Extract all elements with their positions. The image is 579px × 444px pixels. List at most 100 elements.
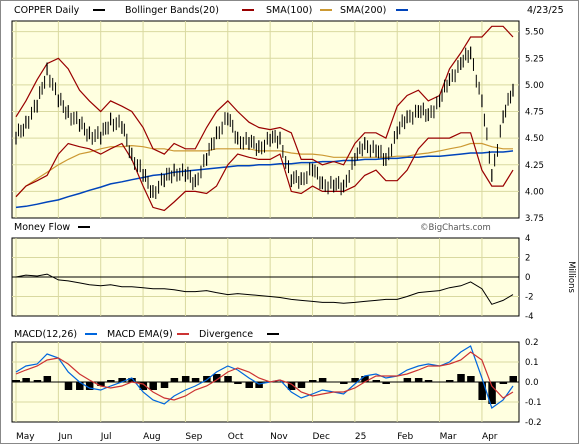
divergence-bar <box>76 382 84 390</box>
macd-series-line <box>15 351 514 401</box>
divergence-bar <box>139 382 148 390</box>
divergence-bar <box>372 380 381 382</box>
watermark-text: ©BigCharts.com <box>420 223 491 233</box>
divergence-bar <box>467 376 475 382</box>
divergence-bar <box>309 380 317 382</box>
divergence-bar <box>97 382 105 386</box>
series-line-upper <box>15 25 514 166</box>
divergence-bar <box>234 382 242 384</box>
divergence-bar <box>488 382 496 404</box>
divergence-bar <box>245 382 253 388</box>
divergence-bar <box>457 374 465 382</box>
legend-sma100: SMA(100) <box>266 5 312 16</box>
divergence-bar <box>351 378 359 382</box>
x-axis-label: Dec <box>313 432 330 442</box>
money-flow-y-axis: 4 2 0 -2 -4 <box>525 234 533 322</box>
x-axis-label: Nov <box>270 432 288 442</box>
divergence-bar <box>445 380 454 382</box>
legend-money-flow: Money Flow <box>14 222 70 233</box>
money-flow-series-group <box>12 273 519 305</box>
divergence-bar <box>403 378 412 382</box>
money-flow-ytick-label: 4 <box>525 234 530 244</box>
x-axis-label: Jun <box>57 432 72 442</box>
divergence-bar <box>361 376 369 382</box>
price-ytick-label: 4.00 <box>525 187 544 197</box>
macd-ytick-label: -0.2 <box>525 418 542 428</box>
x-axis-label: Aug <box>143 432 161 442</box>
price-panel <box>11 20 520 219</box>
x-axis-labels: May Jun Jul Aug Sep Oct Nov Dec 25 Feb Mar Apr <box>16 432 498 442</box>
money-flow-unit-label: Millions <box>566 261 576 293</box>
price-gridlines <box>12 21 519 218</box>
price-ytick-label: 5.00 <box>525 81 544 91</box>
price-ytick-label: 4.25 <box>525 161 544 171</box>
legend-macd-ema: MACD EMA(9) <box>107 329 173 340</box>
macd-ytick-label: 0.2 <box>525 338 539 348</box>
divergence-bar <box>22 378 30 382</box>
legend-copper-daily: COPPER Daily <box>14 5 80 16</box>
legend-macd: MACD(12,26) <box>14 329 77 340</box>
price-series-group <box>15 25 514 212</box>
price-ytick-label: 3.75 <box>525 214 544 224</box>
x-axis-label: Mar <box>440 432 457 442</box>
divergence-bar <box>43 376 52 382</box>
x-axis-label: Oct <box>228 432 244 442</box>
divergence-bar <box>160 382 169 388</box>
x-axis-label: Sep <box>185 432 202 442</box>
price-ytick-label: 5.50 <box>525 28 544 38</box>
money-flow-line <box>15 273 514 305</box>
divergence-bar <box>118 378 126 382</box>
divergence-bar <box>509 376 517 382</box>
divergence-bar <box>414 378 423 382</box>
divergence-bar <box>424 380 433 382</box>
divergence-bar <box>287 382 296 390</box>
x-axis-label: Apr <box>482 432 498 442</box>
price-legend: COPPER Daily Bollinger Bands(20) SMA(100… <box>14 5 564 16</box>
price-ytick-label: 4.50 <box>525 134 544 144</box>
legend-divergence: Divergence <box>199 329 253 340</box>
divergence-bar <box>297 382 306 388</box>
divergence-bar <box>170 378 179 382</box>
x-axis-label: Feb <box>397 432 413 442</box>
money-flow-ytick-label: -2 <box>525 293 533 303</box>
divergence-bar <box>318 378 327 382</box>
divergence-bar <box>224 376 232 382</box>
chart-date: 4/23/25 <box>527 5 564 16</box>
divergence-bar <box>181 376 190 382</box>
divergence-bar <box>255 382 263 388</box>
macd-ytick-label: 0.1 <box>525 358 539 368</box>
divergence-bar <box>128 378 136 382</box>
price-ytick-label: 5.25 <box>525 54 544 64</box>
price-y-axis: 5.50 5.25 5.00 4.75 4.50 4.25 4.00 3.75 <box>525 28 544 224</box>
legend-sma200: SMA(200) <box>340 5 386 16</box>
divergence-bar <box>85 382 94 390</box>
divergence-bar <box>107 380 115 382</box>
macd-series-line <box>15 345 514 409</box>
divergence-bar <box>12 380 20 382</box>
divergence-bar <box>191 378 200 382</box>
money-flow-ytick-label: -4 <box>525 312 533 322</box>
divergence-bar <box>499 382 508 384</box>
series-line-lower <box>15 132 514 212</box>
macd-ytick-label: 0.0 <box>525 378 539 388</box>
macd-y-axis: 0.2 0.1 0.0 -0.1 -0.2 <box>525 338 542 428</box>
money-flow-ytick-label: 2 <box>525 254 530 264</box>
x-axis-label: May <box>16 432 35 442</box>
divergence-bar <box>212 374 221 382</box>
money-flow-ytick-label: 0 <box>525 273 530 283</box>
divergence-bar <box>33 380 42 382</box>
x-axis-label: Jul <box>100 432 112 442</box>
divergence-bar <box>340 382 348 384</box>
legend-bollinger: Bollinger Bands(20) <box>125 5 219 16</box>
macd-ytick-label: -0.1 <box>525 398 542 408</box>
divergence-bar <box>478 382 486 400</box>
macd-legend: MACD(12,26) MACD EMA(9) Divergence <box>14 329 279 340</box>
divergence-bar <box>382 382 390 384</box>
macd-series-group <box>12 345 519 409</box>
divergence-bar <box>149 382 157 390</box>
divergence-bar <box>203 376 211 382</box>
price-ytick-label: 4.75 <box>525 108 544 118</box>
divergence-bar <box>64 382 73 390</box>
series-line-blue <box>15 150 514 209</box>
